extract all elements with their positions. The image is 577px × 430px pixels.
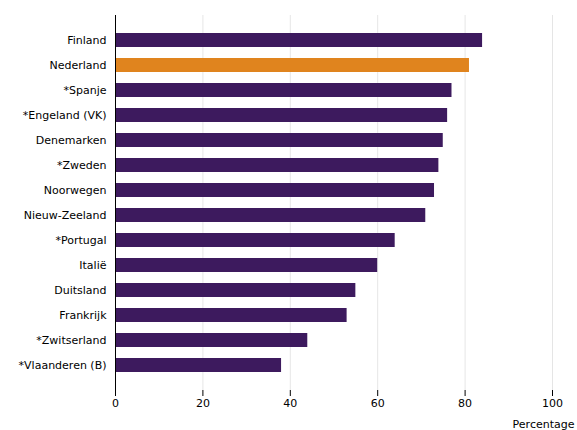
svg-text:Denemarken: Denemarken [36,134,107,147]
svg-text:*Portugal: *Portugal [55,234,106,247]
svg-text:20: 20 [196,397,210,410]
svg-text:*Engeland (VK): *Engeland (VK) [23,109,107,122]
svg-text:0: 0 [112,397,119,410]
svg-text:80: 80 [458,397,472,410]
svg-text:*Zweden: *Zweden [57,159,107,172]
svg-text:Duitsland: Duitsland [54,284,106,297]
svg-text:Nederland: Nederland [49,59,106,72]
svg-text:Nieuw-Zeeland: Nieuw-Zeeland [24,209,107,222]
svg-text:*Zwitserland: *Zwitserland [36,334,106,347]
svg-text:60: 60 [371,397,385,410]
svg-text:Italië: Italië [79,259,106,272]
svg-text:Finland: Finland [67,34,106,47]
svg-text:Frankrijk: Frankrijk [59,309,107,322]
svg-text:100: 100 [542,397,563,410]
svg-text:*Vlaanderen (B): *Vlaanderen (B) [19,359,107,372]
svg-text:Percentage: Percentage [513,418,575,430]
svg-text:*Spanje: *Spanje [63,84,106,97]
svg-text:40: 40 [283,397,297,410]
svg-text:Noorwegen: Noorwegen [44,184,107,197]
